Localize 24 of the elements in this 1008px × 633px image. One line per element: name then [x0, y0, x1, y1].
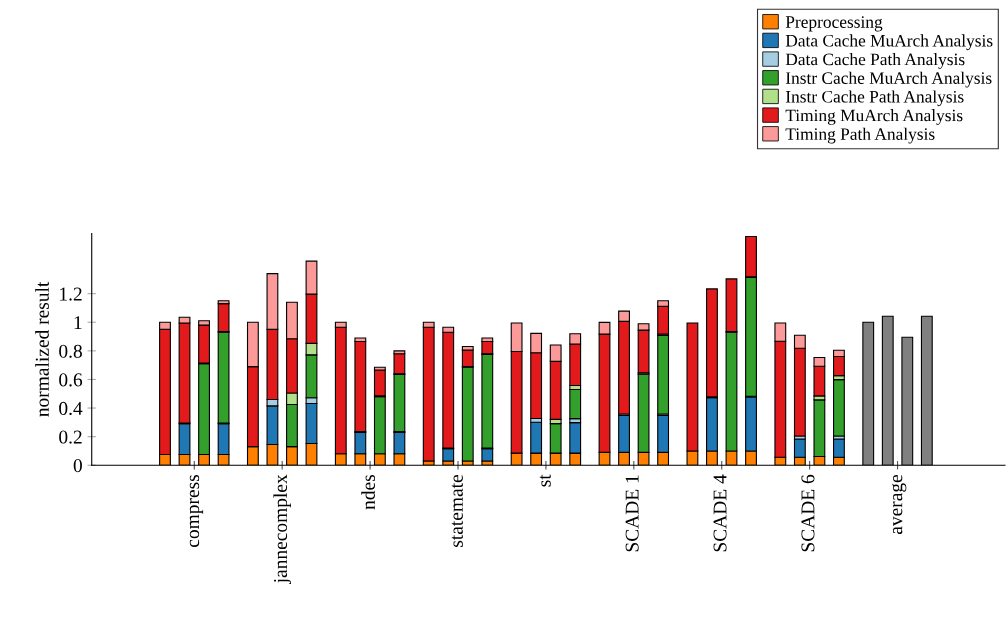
legend-label: Timing MuArch Analysis: [785, 109, 963, 125]
x-tick-label: SCADE 6: [801, 474, 815, 552]
x-tick-label: ndes: [361, 474, 375, 510]
legend-label: Instr Cache MuArch Analysis: [785, 71, 992, 88]
x-tick-label: st: [539, 474, 551, 487]
x-tick-label: SCADE 4: [713, 474, 727, 552]
y-tick-label: 0.4: [59, 401, 83, 416]
x-tick-label: jannecomplex: [273, 474, 292, 584]
x-tick-label: average: [892, 474, 907, 535]
y-tick-label: 0.2: [59, 430, 82, 444]
x-tick-label: SCADE 1: [625, 475, 639, 552]
y-tick-label: 1.2: [60, 287, 82, 301]
legend-label: Preprocessing: [785, 16, 883, 32]
legend-label: Timing Path Analysis: [785, 127, 935, 144]
legend-label: Data Cache MuArch Analysis: [785, 34, 993, 51]
x-tick-label: statemate: [451, 474, 463, 547]
y-tick-label: 1: [74, 316, 82, 329]
y-axis-title: normalized result: [35, 281, 49, 417]
y-tick-label: 0.6: [59, 373, 83, 387]
y-tick-label: 0.8: [59, 344, 82, 358]
legend-label: Instr Cache Path Analysis: [785, 90, 964, 107]
x-tick-label: compress: [189, 474, 204, 547]
y-tick-label: 0: [73, 459, 82, 473]
legend-label: Data Cache Path Analysis: [785, 53, 965, 69]
